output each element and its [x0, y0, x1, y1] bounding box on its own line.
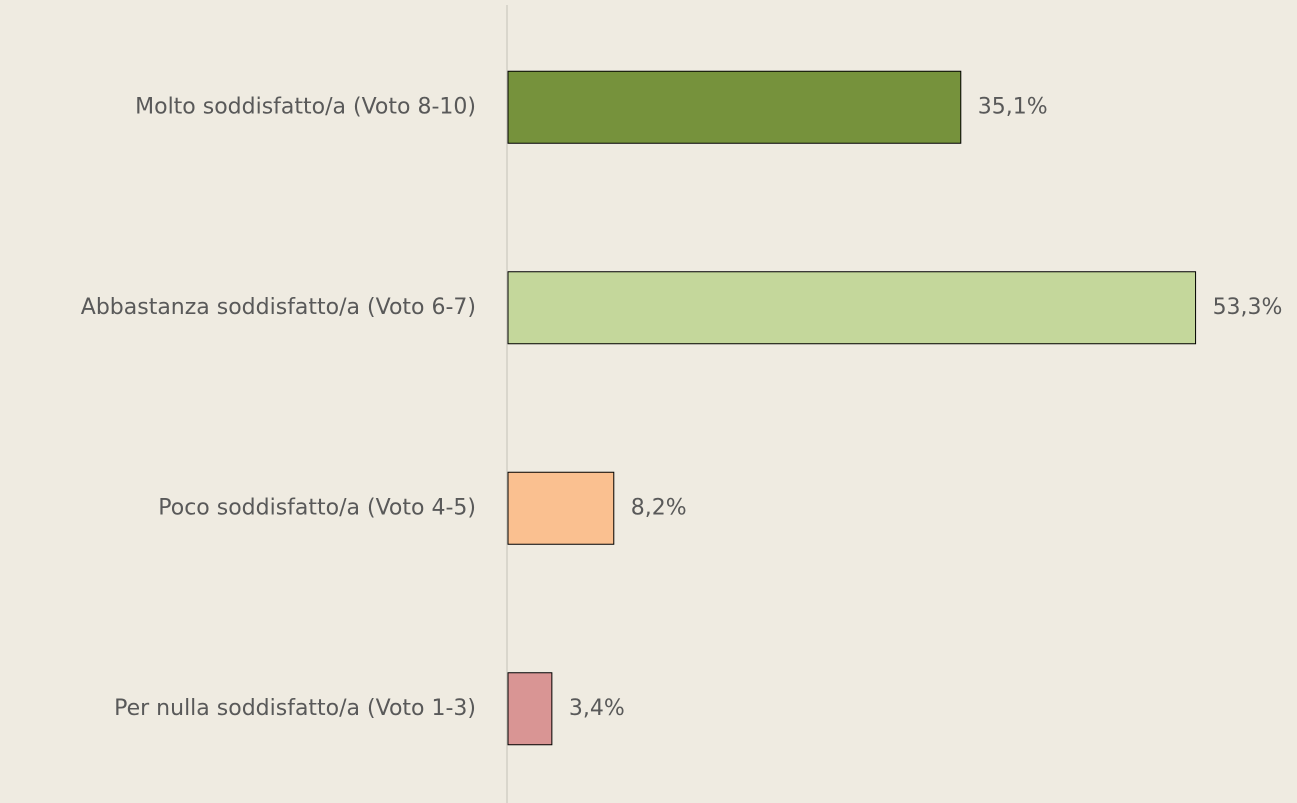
category-label: Molto soddisfatto/a (Voto 8-10)	[135, 94, 476, 119]
value-label: 53,3%	[1213, 295, 1283, 320]
bar	[507, 70, 962, 144]
category-label: Abbastanza soddisfatto/a (Voto 6-7)	[81, 295, 476, 320]
value-label: 35,1%	[978, 94, 1048, 119]
bar	[507, 672, 553, 746]
bar	[507, 471, 615, 545]
value-label: 3,4%	[569, 696, 625, 721]
category-label: Per nulla soddisfatto/a (Voto 1-3)	[114, 696, 476, 721]
category-label: Poco soddisfatto/a (Voto 4-5)	[158, 495, 476, 520]
value-label: 8,2%	[631, 495, 687, 520]
bar	[507, 271, 1197, 345]
